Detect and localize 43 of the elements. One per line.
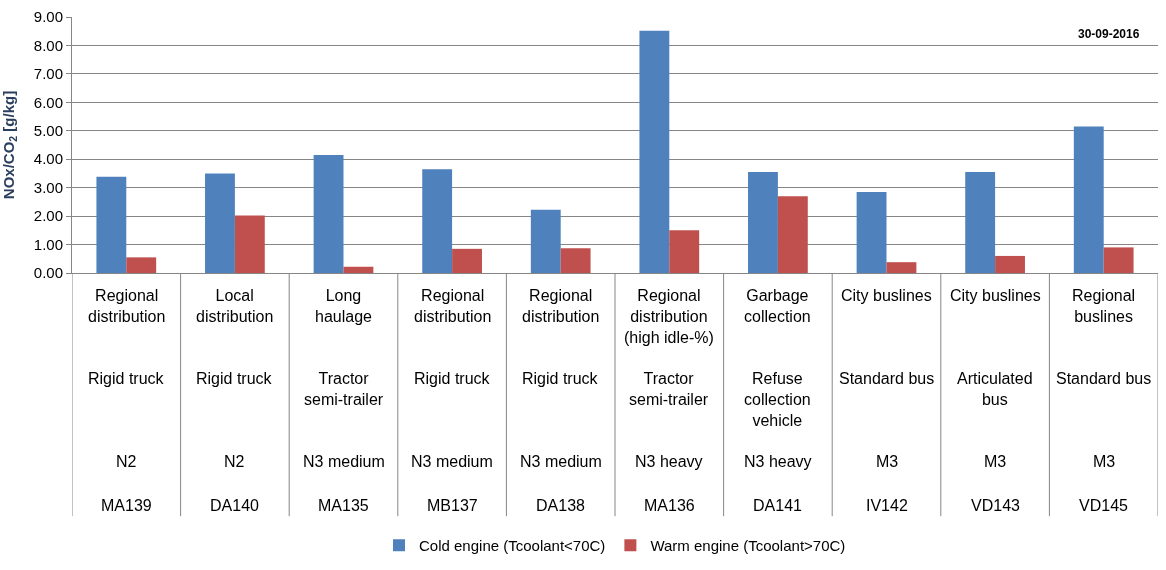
category-label: Long haulage Tractor semi-trailer N3 medium MA135 <box>303 287 385 514</box>
category-label: Regional distribution (high idle-%) Tractor semi-trailer N3 heavy MA136 <box>624 287 714 514</box>
bar <box>343 266 374 273</box>
category-label: Regional distribution Rigid truck N3 medium DA138 <box>520 287 602 514</box>
legend-label: Cold engine (Tcoolant<70C) <box>419 537 606 555</box>
y-tick-label: 4.00 <box>33 150 63 168</box>
legend-label: Warm engine (Tcoolant>70C) <box>650 537 846 555</box>
bar <box>234 215 265 273</box>
annotation: 30-09-2016 <box>1078 27 1140 41</box>
bar <box>995 255 1025 273</box>
y-tick-label: 1.00 <box>33 235 63 253</box>
bar <box>530 209 561 273</box>
category-label: City buslines Standard bus M3 IV142 <box>839 287 935 514</box>
y-tick-label: 2.00 <box>33 207 63 225</box>
category-label: Regional distribution Rigid truck N3 medium MB137 <box>411 287 493 514</box>
category-label: Local distribution Rigid truck N2 DA140 <box>196 287 274 514</box>
bar <box>1103 247 1134 273</box>
bar <box>669 230 700 273</box>
y-tick-label: 0.00 <box>33 264 63 282</box>
bar <box>452 248 482 273</box>
bar <box>560 248 591 273</box>
bar <box>126 257 157 273</box>
bar <box>856 191 887 273</box>
bar <box>313 154 344 273</box>
bar <box>96 176 127 273</box>
bar <box>1073 126 1104 273</box>
category-label: Regional buslines Standard bus M3 VD145 <box>1056 287 1152 514</box>
bar <box>777 196 808 273</box>
bar <box>965 172 996 273</box>
category-label: Garbage collection Refuse collection vehicle N3 heavy DA141 <box>744 287 812 514</box>
y-tick-label: 6.00 <box>33 93 63 111</box>
category-label: Regional distribution Rigid truck N2 MA139 <box>88 287 166 514</box>
y-tick-label: 9.00 <box>33 8 63 26</box>
category-label: City buslines Articulated bus M3 VD143 <box>950 287 1041 514</box>
bar <box>422 169 453 273</box>
bar <box>639 30 670 273</box>
bar <box>748 172 778 273</box>
bar <box>886 262 917 273</box>
y-tick-label: 5.00 <box>33 122 63 140</box>
y-tick-label: 3.00 <box>33 178 63 196</box>
y-tick-label: 8.00 <box>33 36 63 54</box>
bar <box>205 173 235 273</box>
y-tick-label: 7.00 <box>33 65 63 83</box>
